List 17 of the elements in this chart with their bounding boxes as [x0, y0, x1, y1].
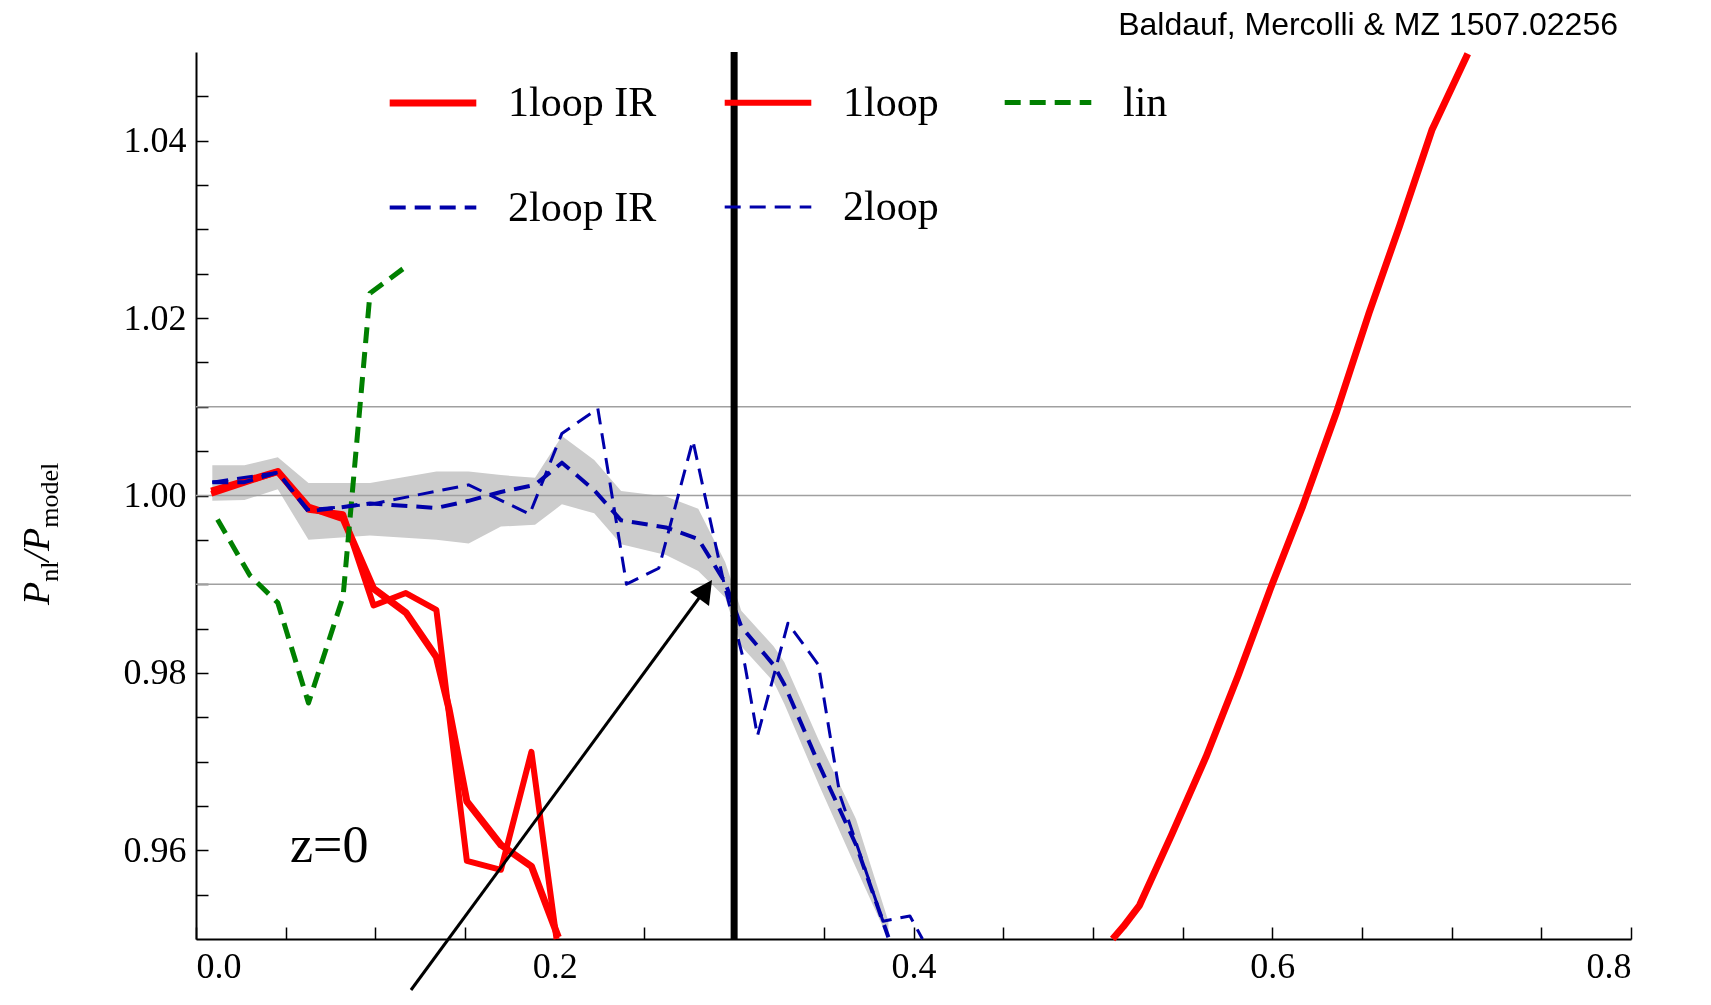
annotation: z=0 [290, 815, 369, 874]
legend-label: 1loop [843, 78, 939, 125]
x-tick-label: 0.2 [532, 945, 578, 986]
y-tick-label: 1.02 [123, 297, 187, 338]
y-tick-label: 0.96 [123, 829, 187, 870]
x-tick-label: 0.4 [891, 945, 937, 986]
text: Baldauf, Mercolli & MZ 1507.02256 [1118, 6, 1618, 43]
y-tick-label: 1.04 [123, 120, 187, 161]
x-tick-label: 0.6 [1250, 945, 1296, 986]
legend-label: 2loop [843, 183, 939, 229]
x-tick-label: 0.0 [196, 945, 242, 986]
y-tick-label: 1.00 [123, 475, 187, 515]
legend-label: lin [1123, 78, 1168, 125]
legend-label: 1loop IR [508, 79, 657, 125]
legend-label: 2loop IR [508, 183, 657, 230]
x-tick-label: 0.8 [1586, 945, 1632, 986]
y-tick-label: 0.98 [123, 652, 187, 693]
